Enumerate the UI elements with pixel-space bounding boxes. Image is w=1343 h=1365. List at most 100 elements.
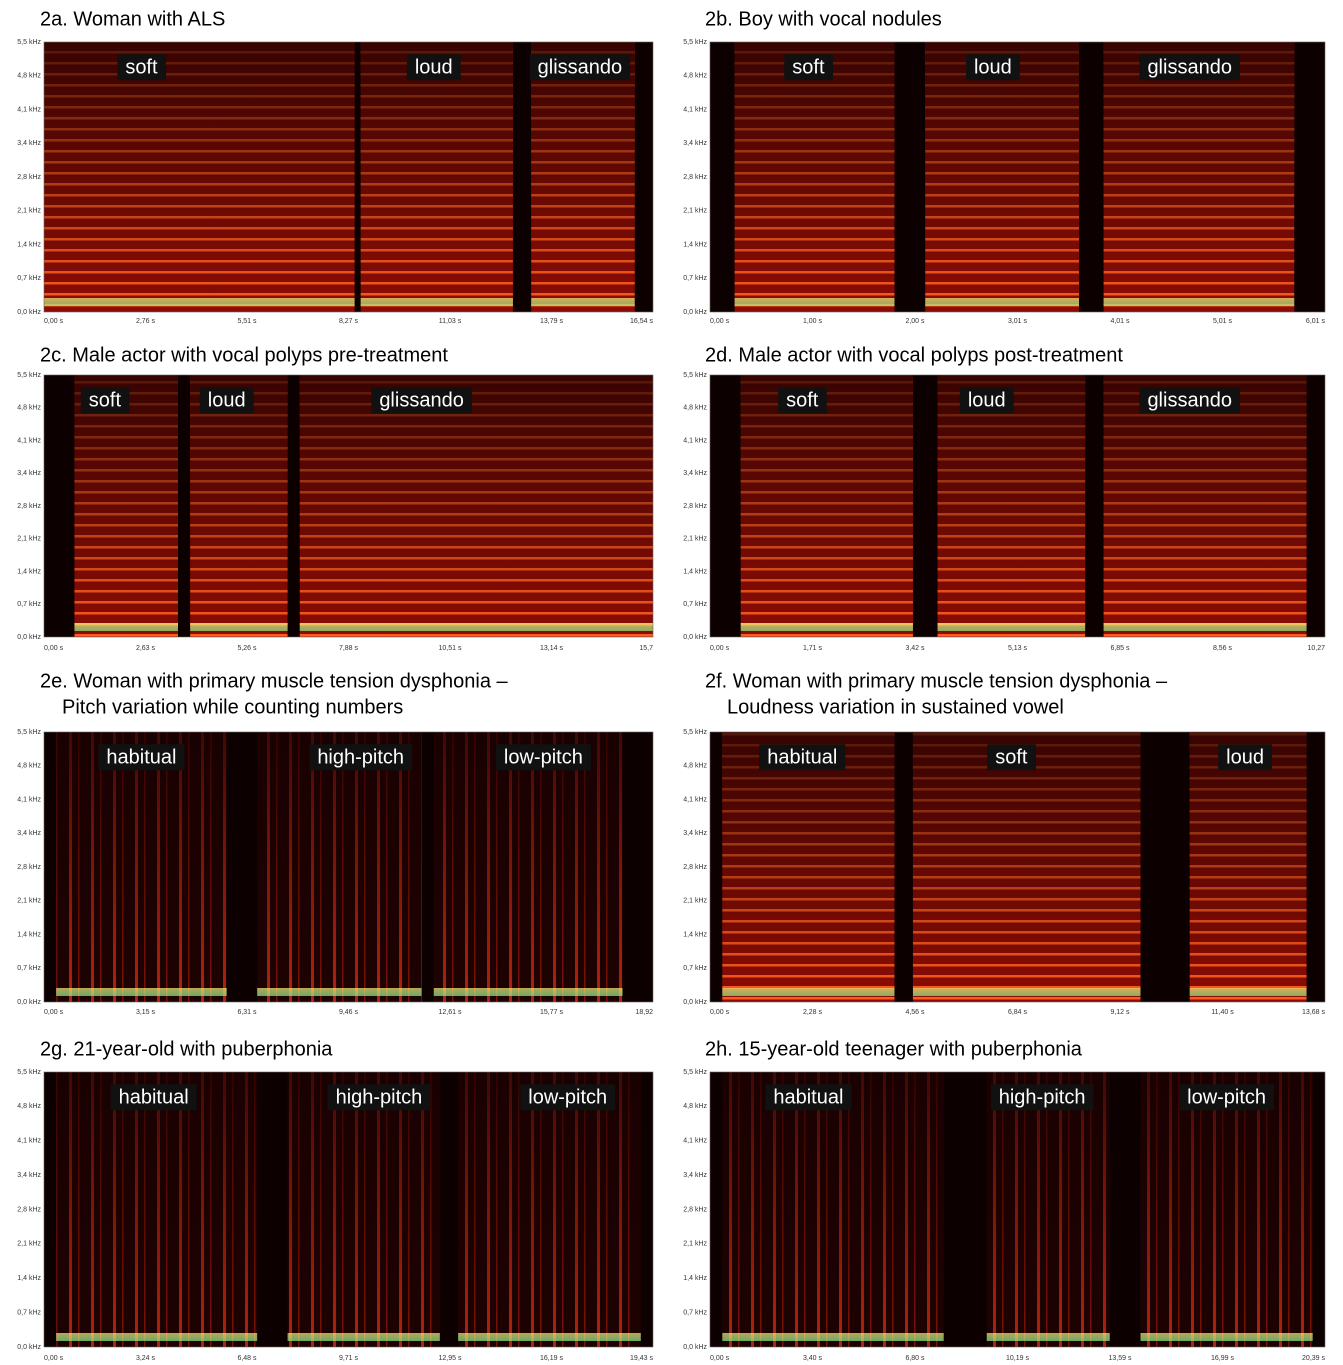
panel-title: 2h. 15-year-old teenager with puberphoni…	[705, 1038, 1083, 1060]
segment-label: glissando	[379, 389, 464, 411]
segment-label: habitual	[773, 1086, 843, 1108]
x-tick-label: 16,99 s	[1211, 1355, 1234, 1362]
y-tick-label: 4,1 kHz	[683, 437, 707, 444]
low-harmonics	[938, 623, 1086, 631]
segment-label: loud	[208, 389, 246, 411]
energy-fade	[361, 42, 513, 312]
y-tick-label: 2,8 kHz	[683, 1206, 707, 1213]
x-tick-label: 9,46 s	[339, 1009, 359, 1016]
y-tick-label: 0,0 kHz	[683, 1344, 707, 1351]
y-tick-label: 1,4 kHz	[683, 241, 707, 248]
low-harmonics	[913, 988, 1141, 996]
energy-fade	[1190, 732, 1307, 1002]
x-tick-label: 11,03 s	[439, 318, 462, 325]
y-tick-label: 0,7 kHz	[683, 275, 707, 282]
x-tick-label: 4,01 s	[1110, 318, 1130, 325]
segment-label: soft	[792, 56, 825, 78]
x-tick-label: 8,56 s	[1213, 645, 1233, 652]
segment-label: low-pitch	[504, 746, 583, 768]
x-tick-label: 10,51 s	[439, 645, 462, 652]
x-tick-label: 2,28 s	[803, 1009, 823, 1016]
x-tick-label: 16,54 s	[630, 318, 653, 325]
energy-fade	[1141, 1072, 1313, 1347]
y-tick-label: 0,0 kHz	[17, 634, 41, 641]
x-tick-label: 0,00 s	[710, 645, 730, 652]
y-tick-label: 1,4 kHz	[683, 568, 707, 575]
y-tick-label: 5,5 kHz	[17, 729, 41, 736]
segment-label: glissando	[1147, 56, 1232, 78]
x-tick-label: 5,13 s	[1008, 645, 1028, 652]
energy-fade	[190, 375, 287, 637]
low-harmonics	[722, 988, 894, 996]
segment-label: loud	[1226, 746, 1264, 768]
x-tick-label: 16,19 s	[540, 1355, 563, 1362]
x-tick-label: 0,00 s	[710, 1009, 730, 1016]
y-tick-label: 4,8 kHz	[683, 763, 707, 770]
y-tick-label: 4,8 kHz	[683, 73, 707, 80]
y-tick-label: 2,8 kHz	[17, 864, 41, 871]
energy-fade	[735, 42, 895, 312]
y-tick-label: 3,4 kHz	[683, 830, 707, 837]
low-harmonics	[722, 1333, 943, 1341]
y-tick-label: 0,0 kHz	[683, 999, 707, 1006]
x-tick-label: 15,7	[639, 645, 653, 652]
y-tick-label: 2,1 kHz	[683, 898, 707, 905]
x-tick-label: 9,12 s	[1110, 1009, 1130, 1016]
x-tick-label: 3,15 s	[136, 1009, 156, 1016]
energy-fade	[913, 732, 1141, 1002]
x-tick-label: 10,27	[1307, 645, 1325, 652]
segment-label: habitual	[106, 746, 176, 768]
y-tick-label: 2,1 kHz	[17, 208, 41, 215]
panel: 2e. Woman with primary muscle tension dy…	[17, 670, 653, 1016]
y-tick-label: 2,1 kHz	[683, 536, 707, 543]
y-tick-label: 2,1 kHz	[17, 1241, 41, 1248]
y-tick-label: 1,4 kHz	[683, 1275, 707, 1282]
segment-label: glissando	[538, 56, 623, 78]
x-tick-label: 1,71 s	[803, 645, 823, 652]
low-harmonics	[1104, 623, 1307, 631]
low-harmonics	[434, 988, 623, 996]
y-tick-label: 5,5 kHz	[17, 39, 41, 46]
x-tick-label: 13,79 s	[540, 318, 563, 325]
low-harmonics	[1141, 1333, 1313, 1341]
panel-title: 2f. Woman with primary muscle tension dy…	[705, 670, 1168, 692]
panel-title: 2c. Male actor with vocal polyps pre-tre…	[40, 344, 448, 366]
x-tick-label: 3,01 s	[1008, 318, 1028, 325]
y-tick-label: 1,4 kHz	[17, 568, 41, 575]
x-tick-label: 2,76 s	[136, 318, 156, 325]
segment-label: loud	[415, 56, 453, 78]
y-tick-label: 1,4 kHz	[683, 931, 707, 938]
y-tick-label: 0,0 kHz	[17, 1344, 41, 1351]
energy-fade	[257, 732, 421, 1002]
energy-fade	[531, 42, 635, 312]
y-tick-label: 4,1 kHz	[17, 437, 41, 444]
panel: 2d. Male actor with vocal polyps post-tr…	[683, 344, 1325, 652]
panel: 2c. Male actor with vocal polyps pre-tre…	[17, 344, 653, 652]
segment-label: soft	[786, 389, 819, 411]
y-tick-label: 4,8 kHz	[683, 1103, 707, 1110]
x-tick-label: 18,92	[635, 1009, 653, 1016]
panel: 2g. 21-year-old with puberphonia5,5 kHz4…	[17, 1038, 653, 1362]
x-tick-label: 4,56 s	[905, 1009, 925, 1016]
low-harmonics	[987, 1333, 1110, 1341]
y-tick-label: 0,7 kHz	[17, 275, 41, 282]
low-harmonics	[74, 623, 178, 631]
y-tick-label: 3,4 kHz	[17, 140, 41, 147]
segment-label: habitual	[767, 746, 837, 768]
y-tick-label: 2,1 kHz	[683, 1241, 707, 1248]
y-tick-label: 0,0 kHz	[683, 309, 707, 316]
low-harmonics	[215, 298, 355, 306]
y-tick-label: 0,7 kHz	[683, 601, 707, 608]
y-tick-label: 3,4 kHz	[683, 1172, 707, 1179]
panel-title: Pitch variation while counting numbers	[62, 696, 403, 718]
x-tick-label: 5,01 s	[1213, 318, 1233, 325]
energy-fade	[288, 1072, 440, 1347]
y-tick-label: 0,7 kHz	[17, 1309, 41, 1316]
low-harmonics	[1190, 988, 1307, 996]
y-tick-label: 2,8 kHz	[683, 174, 707, 181]
y-tick-label: 5,5 kHz	[683, 372, 707, 379]
x-tick-label: 0,00 s	[710, 318, 730, 325]
panel-title: 2d. Male actor with vocal polyps post-tr…	[705, 344, 1123, 366]
segment-label: high-pitch	[336, 1086, 423, 1108]
energy-fade	[938, 375, 1086, 637]
